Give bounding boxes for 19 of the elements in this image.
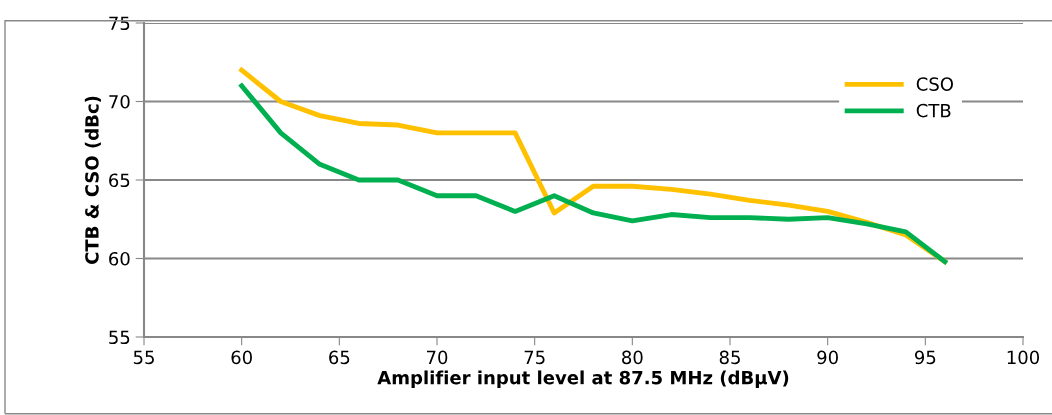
x-tick-label: 75 [524,350,545,365]
legend-label: CTB [916,103,951,118]
y-tick-label: 60 [109,251,130,266]
x-tick-label: 100 [1007,350,1040,365]
x-tick-label: 95 [914,350,936,365]
y-tick-label: 65 [109,173,130,188]
y-tick-label: 70 [109,94,130,109]
x-tick-label: 65 [329,350,350,365]
x-tick-label: 70 [426,350,448,365]
y-tick-label: 75 [109,16,130,31]
x-tick-label: 55 [133,350,154,365]
y-axis-title: CTB & CSO (dBc) [84,96,101,264]
x-tick-label: 80 [622,350,643,365]
y-tick-label: 55 [109,330,130,345]
x-axis-title: Amplifier input level at 87.5 MHz (dBµV) [377,370,789,388]
x-tick-label: 90 [817,350,838,365]
x-tick-label: 85 [719,350,740,365]
x-tick-label: 60 [231,350,252,365]
legend-label: CSO [916,77,953,91]
